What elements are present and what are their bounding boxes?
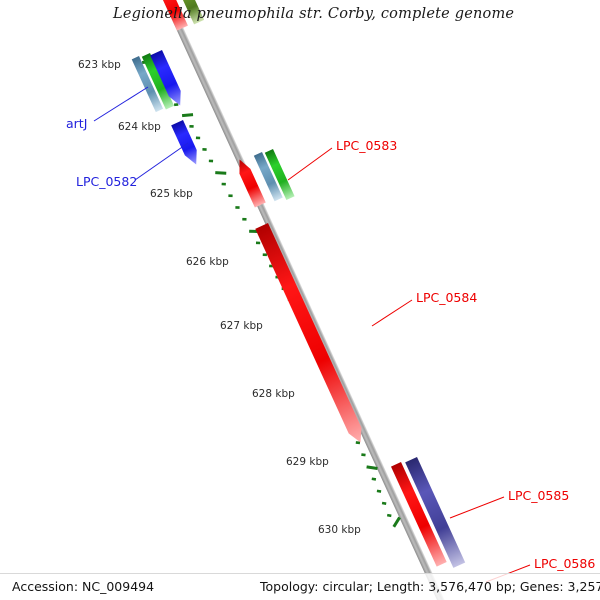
page-title: Legionella pneumophila str. Corby, compl… [113,6,515,22]
ruler-tick-label: 628 kbp [252,388,295,400]
ruler-minor-tick [262,253,267,257]
ruler-minor-tick [255,241,261,245]
gene-feature-artJ[interactable] [150,50,186,108]
gene-feature-LPC_0585[interactable] [405,457,466,568]
ruler-tick-label: 623 kbp [78,59,121,71]
gene-feature-artJ[interactable] [141,53,175,110]
ruler-minor-tick [361,453,366,457]
ruler-tick-label: 627 kbp [220,320,263,332]
ruler-tick-label: 630 kbp [318,524,361,536]
gene-feature-LPC_0582[interactable] [171,120,202,167]
ruler-minor-tick [189,124,194,128]
gene-glyph[interactable] [255,223,367,445]
status-topology: Topology: circular; Length: 3,576,470 bp… [260,579,600,594]
gene-feature-LPC_0585[interactable] [390,462,447,567]
gene-feature-top-partial-feature[interactable] [174,0,205,25]
gene-feature-top-partial-feature[interactable] [157,0,188,31]
leader-line-LPC_0583 [287,147,333,181]
ruler-minor-tick [202,148,207,151]
leader-line-artJ [93,86,149,122]
status-accession: Accession: NC_009494 [12,579,155,594]
gene-label-LPC_0586[interactable]: LPC_0586 [534,556,596,571]
gene-glyph[interactable] [131,56,164,113]
leader-line-LPC_0582 [134,142,189,181]
ruler-minor-tick [235,206,240,209]
ruler-minor-tick [195,136,201,140]
ruler-minor-tick [208,159,214,163]
gene-glyph[interactable] [150,50,186,108]
gene-glyph[interactable] [405,457,466,568]
ruler-tick-label: 624 kbp [118,121,161,133]
gene-feature-LPC_0583[interactable] [264,149,295,201]
gene-glyph[interactable] [390,462,447,567]
gene-feature-layer[interactable] [131,0,466,568]
gene-label-LPC_0585[interactable]: LPC_0585 [508,488,570,503]
ruler-major-tick [392,516,401,528]
gene-label-artJ[interactable]: artJ [66,116,88,131]
gene-feature-artJ[interactable] [131,56,164,113]
gene-glyph[interactable] [174,0,205,25]
leader-line-LPC_0584 [371,299,413,327]
gene-glyph[interactable] [171,120,202,167]
ruler-minor-tick [228,194,233,198]
backbone-line [154,0,477,600]
ruler-minor-tick [173,103,179,107]
status-bar: Accession: NC_009494 Topology: circular;… [0,573,600,600]
ruler-minor-tick [355,441,361,445]
gene-glyph[interactable] [234,157,266,208]
gene-label-LPC_0582[interactable]: LPC_0582 [76,174,138,189]
ruler-tick-label: 629 kbp [286,456,329,468]
gene-glyph[interactable] [253,152,283,202]
gene-label-LPC_0583[interactable]: LPC_0583 [336,138,398,153]
gene-feature-LPC_0583[interactable] [234,157,266,208]
ruler-minor-tick [386,513,392,518]
gene-glyph[interactable] [141,53,175,110]
ruler-major-tick [215,171,227,175]
gene-glyph[interactable] [264,149,295,201]
ruler-major-tick [181,113,194,118]
gene-feature-LPC_0584[interactable] [255,223,367,445]
ruler-major-tick [366,465,378,471]
ruler-minor-tick [221,182,226,186]
ruler-minor-tick [381,501,387,505]
gene-label-LPC_0584[interactable]: LPC_0584 [416,290,478,305]
genome-axis-backbone [154,0,477,600]
leader-line-LPC_0585 [449,496,505,519]
gene-glyph[interactable] [157,0,188,31]
ruler-minor-tick [242,217,247,221]
ruler-minor-tick [376,489,382,493]
label-leader-lines [93,86,531,583]
ruler-tick-label: 626 kbp [186,256,229,268]
gene-feature-LPC_0583[interactable] [253,152,283,202]
ruler-minor-tick [371,477,377,481]
ruler-tick-label: 625 kbp [150,188,193,200]
